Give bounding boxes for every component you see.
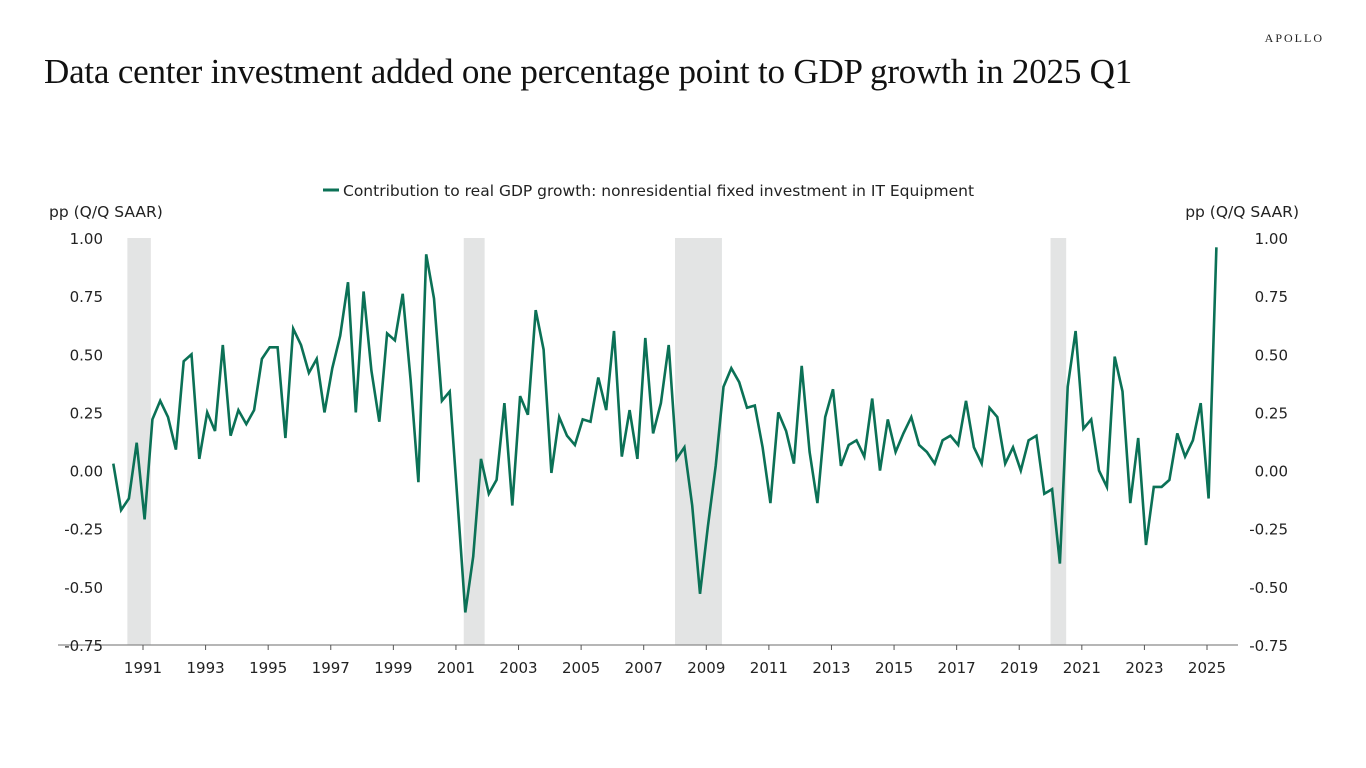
x-tick-label: 2005 bbox=[562, 659, 600, 677]
recession-band bbox=[463, 238, 485, 645]
y-tick-label-left: -0.75 bbox=[64, 637, 103, 655]
y-tick-label-right: 0.75 bbox=[1255, 288, 1288, 306]
y-tick-label-right: -0.25 bbox=[1249, 521, 1288, 539]
x-tick-label: 2021 bbox=[1063, 659, 1101, 677]
y-tick-label-right: -0.75 bbox=[1249, 637, 1288, 655]
y-tick-label-left: 1.00 bbox=[70, 230, 103, 248]
y-tick-label-left: -0.50 bbox=[64, 579, 103, 597]
x-tick-label: 1991 bbox=[124, 659, 162, 677]
x-tick-label: 2019 bbox=[1000, 659, 1038, 677]
x-tick-label: 2017 bbox=[938, 659, 976, 677]
y-tick-label-right: 0.00 bbox=[1255, 463, 1288, 481]
y-axis-left: 1.00 0.75 0.50 0.25 0.00 -0.25 -0.50 -0.75 bbox=[64, 230, 103, 655]
brand-logo: APOLLO bbox=[1264, 31, 1324, 45]
x-tick-label: 2007 bbox=[625, 659, 663, 677]
y-tick-label-right: -0.50 bbox=[1249, 579, 1288, 597]
legend-label: Contribution to real GDP growth: nonresi… bbox=[343, 182, 974, 200]
x-tick-label: 2023 bbox=[1125, 659, 1163, 677]
x-tick-label: 2009 bbox=[687, 659, 725, 677]
x-axis: 1991 1993 1995 1997 1999 2001 2003 2005 2007 2009… bbox=[124, 645, 1226, 677]
y-axis-right: 1.00 0.75 0.50 0.25 0.00 -0.25 -0.50 -0.75 bbox=[1249, 230, 1288, 655]
page-title: Data center investment added one percent… bbox=[44, 52, 1133, 91]
x-tick-label: 2003 bbox=[499, 659, 537, 677]
x-tick-label: 1995 bbox=[249, 659, 287, 677]
x-tick-label: 1993 bbox=[186, 659, 224, 677]
recession-band bbox=[1050, 238, 1067, 645]
recession-shading-group bbox=[127, 238, 1067, 645]
y-tick-label-left: 0.25 bbox=[70, 404, 103, 422]
y-tick-label-right: 0.50 bbox=[1255, 346, 1288, 364]
y-tick-label-left: -0.25 bbox=[64, 521, 103, 539]
y-tick-label-right: 0.25 bbox=[1255, 404, 1288, 422]
series-line-it-equipment bbox=[112, 247, 1218, 613]
x-tick-label: 2015 bbox=[875, 659, 913, 677]
legend: Contribution to real GDP growth: nonresi… bbox=[323, 182, 974, 200]
x-tick-label: 1997 bbox=[312, 659, 350, 677]
y-tick-label-left: 0.00 bbox=[70, 463, 103, 481]
recession-band bbox=[127, 238, 151, 645]
y-tick-label-left: 0.50 bbox=[70, 346, 103, 364]
x-tick-label: 2001 bbox=[437, 659, 475, 677]
x-tick-label: 2025 bbox=[1188, 659, 1226, 677]
x-tick-label: 2013 bbox=[812, 659, 850, 677]
y-axis-left-label: pp (Q/Q SAAR) bbox=[49, 203, 163, 221]
y-tick-label-right: 1.00 bbox=[1255, 230, 1288, 248]
y-axis-right-label: pp (Q/Q SAAR) bbox=[1185, 203, 1299, 221]
x-tick-label: 1999 bbox=[374, 659, 412, 677]
x-tick-label: 2011 bbox=[750, 659, 788, 677]
y-tick-label-left: 0.75 bbox=[70, 288, 103, 306]
